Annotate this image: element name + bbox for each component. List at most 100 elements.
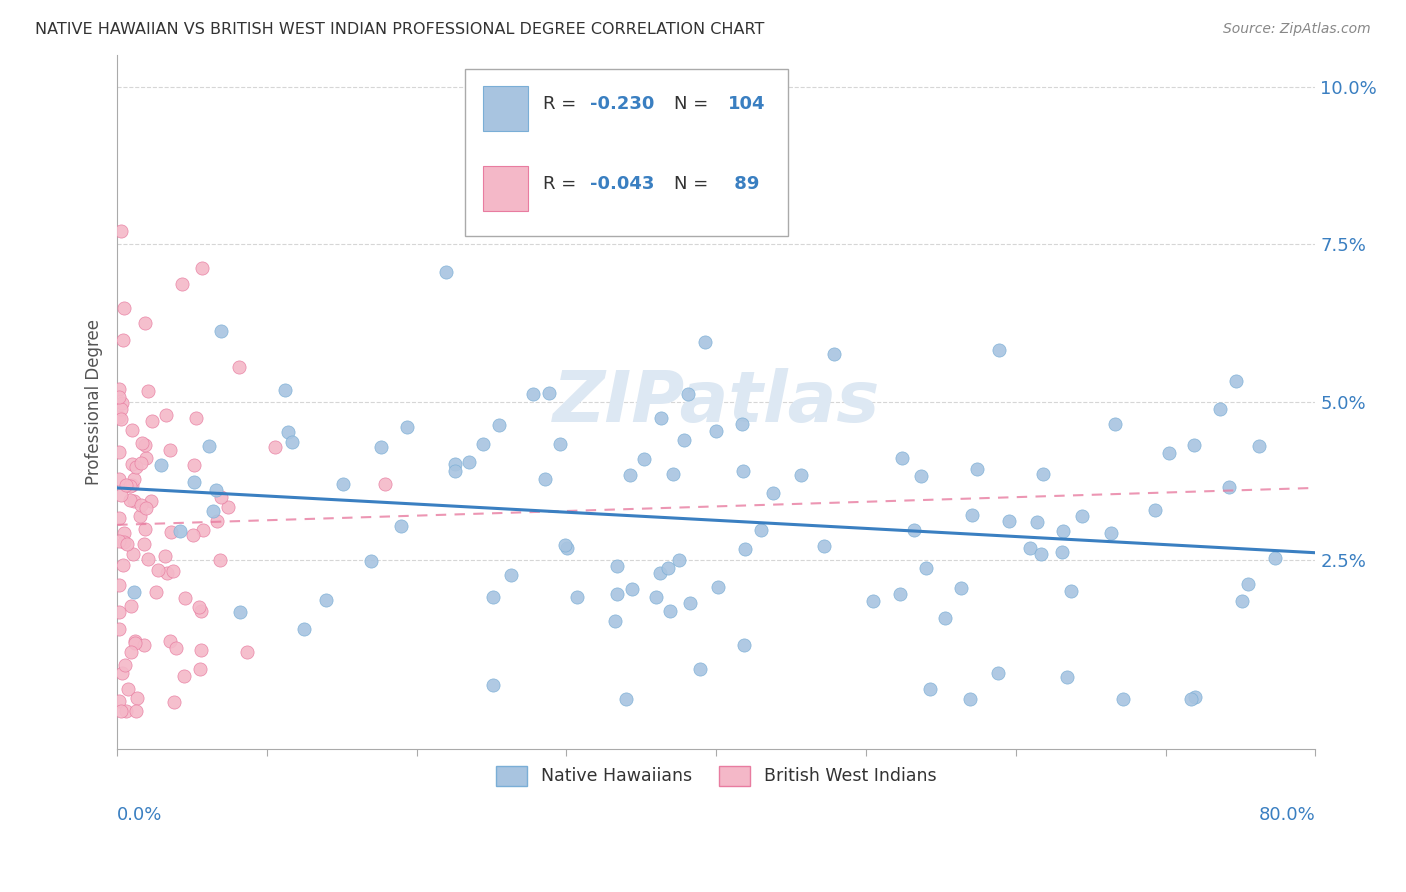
Point xyxy=(162,695,184,709)
Point xyxy=(650,566,672,580)
Point xyxy=(132,537,155,551)
Point xyxy=(122,472,145,486)
Text: R =: R = xyxy=(543,95,582,112)
Point xyxy=(124,635,146,649)
Text: -0.230: -0.230 xyxy=(591,95,655,112)
Point xyxy=(1225,375,1247,389)
Point xyxy=(389,519,412,533)
Point xyxy=(676,387,699,401)
Point xyxy=(134,316,156,330)
Point xyxy=(1052,545,1074,559)
Point xyxy=(108,382,131,396)
Point xyxy=(533,471,555,485)
Point xyxy=(538,385,561,400)
Point xyxy=(374,477,396,491)
Point xyxy=(650,410,672,425)
Point xyxy=(1031,548,1053,562)
Point xyxy=(190,643,212,657)
Point xyxy=(120,599,142,614)
Point xyxy=(987,666,1010,681)
Point xyxy=(1112,691,1135,706)
Text: 89: 89 xyxy=(728,175,759,193)
Point xyxy=(1218,480,1240,494)
Text: N =: N = xyxy=(675,95,714,112)
Point xyxy=(731,464,754,478)
Point xyxy=(749,523,772,537)
Point xyxy=(889,587,911,601)
Point xyxy=(141,414,163,428)
Point xyxy=(115,705,138,719)
Point xyxy=(1182,438,1205,452)
Point xyxy=(209,490,232,504)
Text: N =: N = xyxy=(675,175,714,193)
Point xyxy=(228,360,250,375)
Point xyxy=(110,412,132,426)
Point xyxy=(1230,594,1253,608)
Point xyxy=(124,705,146,719)
Point xyxy=(987,343,1010,358)
Point xyxy=(108,623,131,637)
Point xyxy=(603,614,626,628)
Point xyxy=(281,434,304,449)
Point xyxy=(136,384,159,398)
Point xyxy=(962,508,984,523)
Point xyxy=(135,501,157,516)
Point xyxy=(235,645,257,659)
Point xyxy=(434,265,457,279)
Point xyxy=(162,564,184,578)
FancyBboxPatch shape xyxy=(464,69,789,235)
Point xyxy=(1060,583,1083,598)
Point xyxy=(620,582,643,596)
Point xyxy=(188,599,211,614)
Text: 80.0%: 80.0% xyxy=(1258,806,1316,824)
Point xyxy=(190,662,212,676)
Y-axis label: Professional Degree: Professional Degree xyxy=(86,319,103,485)
Point xyxy=(277,425,299,440)
Point xyxy=(1019,541,1042,555)
Point xyxy=(129,509,152,524)
Point xyxy=(108,694,131,708)
Point xyxy=(125,459,148,474)
Point xyxy=(115,478,138,492)
Point xyxy=(1237,576,1260,591)
Point xyxy=(155,408,177,422)
Text: 104: 104 xyxy=(728,95,766,112)
Point xyxy=(141,494,163,508)
Point xyxy=(1249,439,1271,453)
Point xyxy=(1104,417,1126,432)
Point xyxy=(145,585,167,599)
Point xyxy=(112,558,135,573)
Point xyxy=(159,634,181,648)
Point xyxy=(918,681,941,696)
Point xyxy=(165,640,187,655)
Point xyxy=(129,499,152,513)
Point xyxy=(150,458,173,472)
Text: NATIVE HAWAIIAN VS BRITISH WEST INDIAN PROFESSIONAL DEGREE CORRELATION CHART: NATIVE HAWAIIAN VS BRITISH WEST INDIAN P… xyxy=(35,22,765,37)
Point xyxy=(443,458,465,472)
Point xyxy=(606,587,628,601)
Point xyxy=(198,439,221,453)
Text: ZIPatlas: ZIPatlas xyxy=(553,368,880,437)
Point xyxy=(107,578,129,592)
Point xyxy=(910,469,932,483)
Point xyxy=(264,441,287,455)
Point xyxy=(136,552,159,566)
Point xyxy=(689,662,711,676)
Text: Source: ZipAtlas.com: Source: ZipAtlas.com xyxy=(1223,22,1371,37)
Point xyxy=(121,423,143,437)
Point xyxy=(679,596,702,610)
Point xyxy=(633,451,655,466)
Point xyxy=(668,552,690,566)
Point xyxy=(862,594,884,608)
Point xyxy=(762,485,785,500)
Point xyxy=(111,395,134,409)
Point xyxy=(217,500,239,514)
Point xyxy=(292,622,315,636)
Point xyxy=(146,563,169,577)
Point xyxy=(731,417,754,432)
Point xyxy=(190,604,212,618)
Point xyxy=(659,604,682,618)
Point xyxy=(120,479,142,493)
Point xyxy=(554,538,576,552)
FancyBboxPatch shape xyxy=(482,87,529,131)
